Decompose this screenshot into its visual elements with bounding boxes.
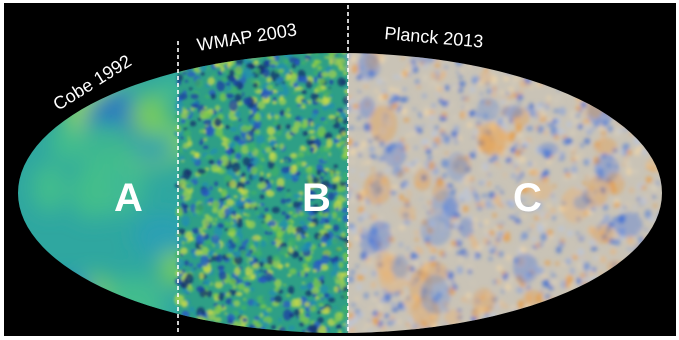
cmb-comparison-image: Cobe 1992 WMAP 2003 Planck 2013 A B C: [4, 3, 676, 336]
panel-label-b: B: [302, 176, 331, 220]
panel-label-a: A: [114, 176, 143, 220]
panel-label-c: C: [513, 176, 542, 220]
